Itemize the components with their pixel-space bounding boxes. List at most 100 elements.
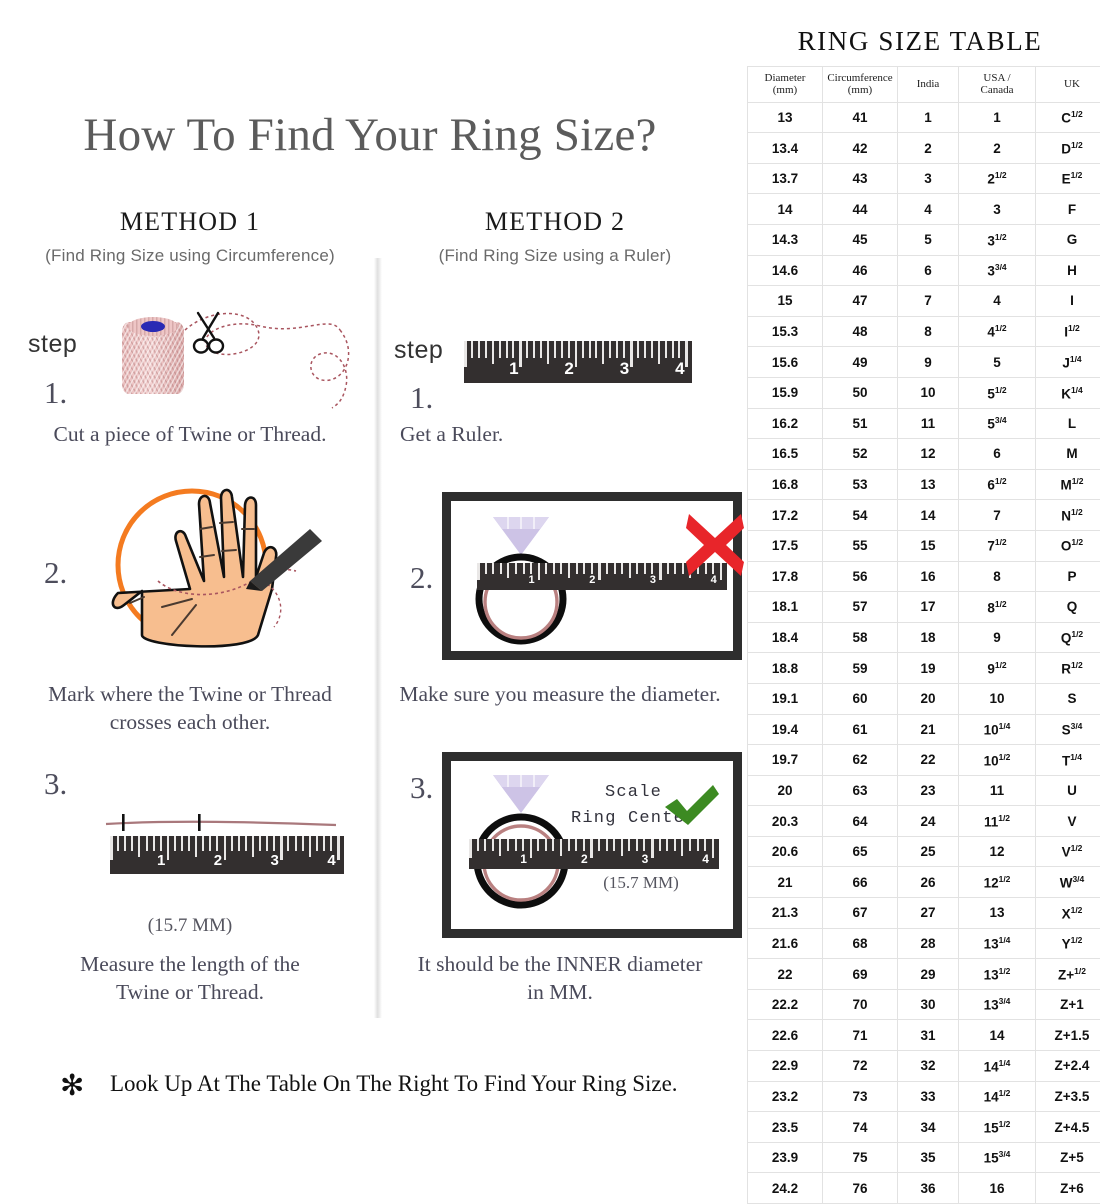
column-divider: [374, 258, 382, 1018]
table-cell: Z+3.5: [1036, 1081, 1100, 1112]
table-cell: 10: [898, 377, 959, 408]
table-cell: 23.2: [748, 1081, 823, 1112]
table-cell: 55: [823, 530, 898, 561]
table-header-cell: Diameter(mm): [748, 67, 823, 103]
table-cell: 17.8: [748, 561, 823, 592]
table-cell: 33: [898, 1081, 959, 1112]
table-cell: H: [1036, 255, 1100, 286]
table-cell: 73: [823, 1081, 898, 1112]
table-cell: L: [1036, 408, 1100, 439]
table-cell: 14.6: [748, 255, 823, 286]
table-title: RING SIZE TABLE: [740, 26, 1100, 57]
table-cell: 66: [823, 867, 898, 898]
table-cell: 51/2: [959, 377, 1036, 408]
table-cell: 25: [898, 836, 959, 867]
table-cell: 15.3: [748, 316, 823, 347]
table-cell: Z+1: [1036, 989, 1100, 1020]
table-cell: 18.1: [748, 592, 823, 623]
table-cell: X1/2: [1036, 898, 1100, 929]
method-2-title: METHOD 2: [380, 207, 730, 237]
table-cell: 13: [748, 102, 823, 133]
table-cell: 59: [823, 653, 898, 684]
table-cell: 101/4: [959, 714, 1036, 745]
table-cell: 3: [898, 163, 959, 194]
table-cell: 18.8: [748, 653, 823, 684]
method-1-step-1-number: 1.: [44, 375, 67, 411]
table-cell: 16.2: [748, 408, 823, 439]
table-cell: 27: [898, 898, 959, 929]
table-cell: 71/2: [959, 530, 1036, 561]
table-cell: 12: [898, 439, 959, 470]
table-cell: 29: [898, 959, 959, 990]
table-cell: 21.3: [748, 898, 823, 929]
table-cell: 14.3: [748, 225, 823, 256]
table-cell: 21: [748, 867, 823, 898]
table-cell: 31/2: [959, 225, 1036, 256]
table-cell: 13.4: [748, 133, 823, 164]
method-1-step-2-caption: Mark where the Twine or Thread crosses e…: [10, 680, 370, 737]
table-cell: 4: [898, 194, 959, 225]
table-cell: 15.6: [748, 347, 823, 378]
table-cell: 51: [823, 408, 898, 439]
table-cell: 21.6: [748, 928, 823, 959]
method-2-step-1-caption: Get a Ruler.: [400, 420, 720, 448]
table-cell: 121/2: [959, 867, 1036, 898]
page-title: How To Find Your Ring Size?: [0, 108, 740, 162]
table-cell: 53/4: [959, 408, 1036, 439]
method-1-step-3-number: 3.: [44, 766, 67, 802]
table-cell: 72: [823, 1051, 898, 1082]
table-cell: D1/2: [1036, 133, 1100, 164]
table-cell: 16: [898, 561, 959, 592]
table-cell: 14: [748, 194, 823, 225]
table-cell: 35: [898, 1142, 959, 1173]
table-cell: 19: [898, 653, 959, 684]
table-cell: Z+4.5: [1036, 1112, 1100, 1143]
table-cell: Y1/2: [1036, 928, 1100, 959]
table-cell: 31: [898, 1020, 959, 1051]
table-cell: Z+1/2: [1036, 959, 1100, 990]
footnote-text: Look Up At The Table On The Right To Fin…: [110, 1071, 678, 1097]
table-cell: U: [1036, 775, 1100, 806]
table-cell: R1/2: [1036, 653, 1100, 684]
table-cell: 30: [898, 989, 959, 1020]
table-cell: 18: [898, 622, 959, 653]
table-cell: 23.5: [748, 1112, 823, 1143]
table-cell: Z+2.4: [1036, 1051, 1100, 1082]
table-cell: 20: [748, 775, 823, 806]
method-1-title: METHOD 1: [10, 207, 370, 237]
table-cell: 48: [823, 316, 898, 347]
table-cell: 56: [823, 561, 898, 592]
table-cell: 11: [898, 408, 959, 439]
table-cell: 61: [823, 714, 898, 745]
method-1-heading: METHOD 1 (Find Ring Size using Circumfer…: [10, 207, 370, 266]
table-cell: 11: [959, 775, 1036, 806]
table-cell: 6: [898, 255, 959, 286]
table-cell: 70: [823, 989, 898, 1020]
table-cell: 43: [823, 163, 898, 194]
table-cell: I1/2: [1036, 316, 1100, 347]
table-cell: 15: [898, 530, 959, 561]
table-cell: 141/4: [959, 1051, 1036, 1082]
table-cell: 41: [823, 102, 898, 133]
table-cell: 22: [898, 745, 959, 776]
method-2-step-3-note: (15.7 MM): [561, 873, 721, 893]
correct-mark-check-icon: [663, 785, 721, 827]
